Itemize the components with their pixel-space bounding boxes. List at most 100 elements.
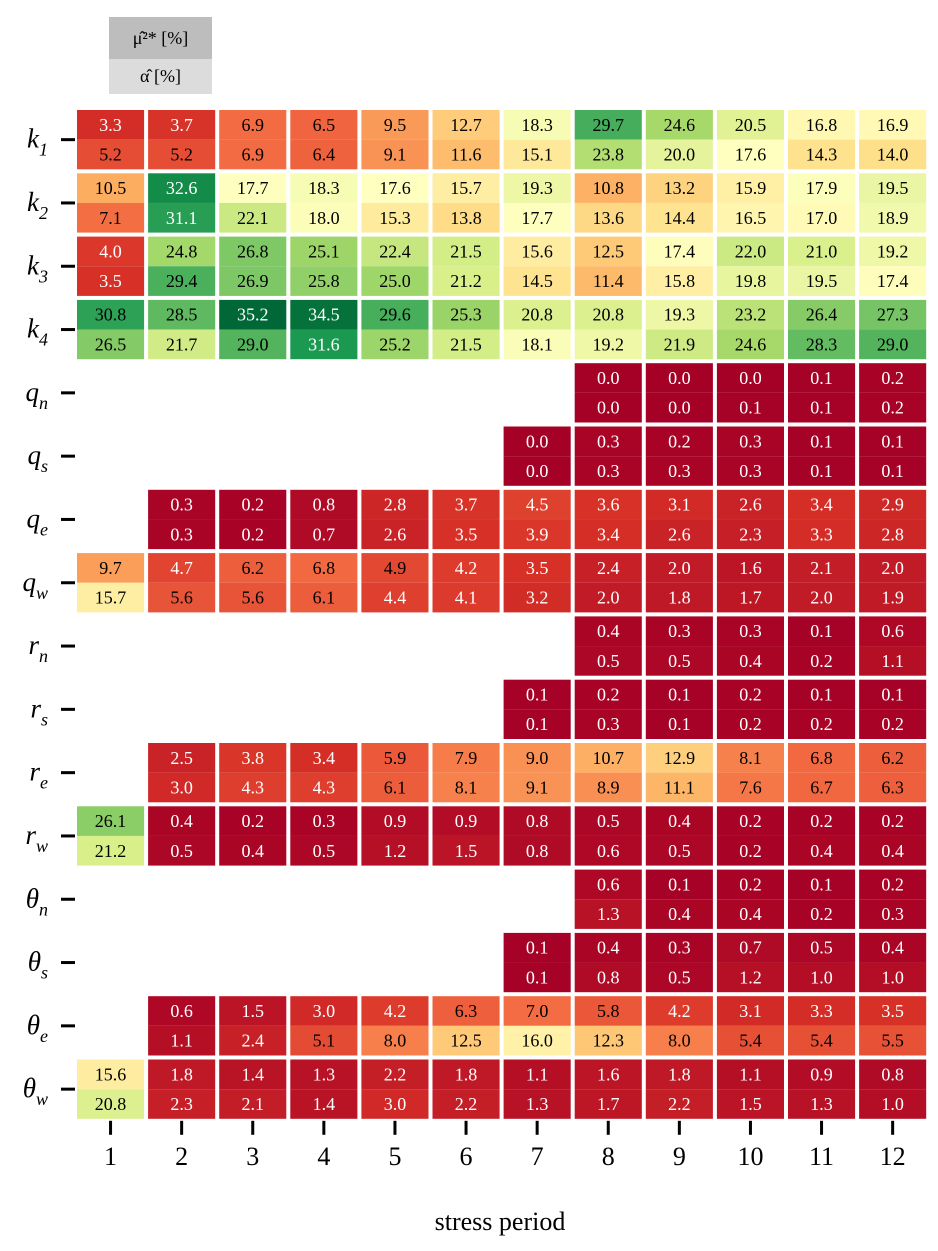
y-tick-label-base-6: q [27,503,41,533]
cell-label-alpha-3-1: 21.7 [166,334,198,354]
cell-label-alpha-7-2: 5.6 [242,588,265,608]
cell-label-mu-15-9: 1.1 [739,1064,762,1084]
cell-label-mu-11-7: 0.5 [597,811,620,831]
cell-label-mu-0-9: 20.5 [735,115,767,135]
cell-mu-15-1 [148,1059,216,1090]
cell-label-mu-12-7: 0.6 [597,874,620,894]
cell-label-mu-1-7: 10.8 [593,178,625,198]
cell-alpha-3-2 [219,329,287,360]
y-tick-label-sub-4: n [39,393,48,413]
heatmap-cells: 3.3 5.2 3.7 5.2 6.9 6.9 6.5 6.4 9.5 9.1 12.7 11.6 18… [77,110,927,1119]
cell-label-mu-7-11: 2.0 [881,558,904,578]
cell-alpha-13-6 [503,962,571,993]
cell-label-alpha-14-2: 2.4 [242,1031,265,1051]
cell-mu-7-7 [574,553,642,583]
cell-label-alpha-14-4: 8.0 [384,1031,407,1051]
cell-mu-13-6 [503,932,571,963]
cell-alpha-4-10 [788,392,856,423]
cell-mu-1-11 [859,173,927,203]
cell-label-alpha-9-8: 0.1 [668,714,691,734]
cell-label-mu-3-11: 27.3 [877,305,909,325]
y-tick-label-sub-11: w [36,836,48,856]
y-tick-label-sub-0: 1 [39,140,48,160]
cell-alpha-6-10 [788,519,856,550]
y-tick-label-sub-10: e [40,773,48,793]
cell-mu-2-5 [432,236,500,267]
cell-label-mu-2-3: 25.1 [308,241,340,261]
cell-alpha-0-7 [574,139,642,170]
cell-alpha-1-7 [574,202,642,233]
cell-label-alpha-0-7: 23.8 [593,144,625,164]
cell-alpha-6-6 [503,519,571,550]
cell-alpha-7-3 [290,582,358,613]
cell-mu-7-5 [432,553,500,583]
cell-label-mu-4-7: 0.0 [597,368,620,388]
cell-label-mu-3-10: 26.4 [806,305,838,325]
cell-mu-5-10 [788,426,856,457]
cell-label-mu-11-0: 26.1 [95,811,127,831]
cell-mu-11-10 [788,806,856,836]
cell-mu-7-11 [859,553,927,583]
cell-mu-0-6 [503,110,571,140]
cell-mu-2-8 [645,236,713,267]
cell-mu-6-8 [645,489,713,520]
cell-label-mu-5-11: 0.1 [881,431,904,451]
cell-label-alpha-9-10: 0.2 [810,714,833,734]
cell-label-alpha-0-11: 14.0 [877,144,909,164]
cell-mu-11-7 [574,806,642,836]
cell-mu-8-11 [859,616,927,647]
cell-mu-2-10 [788,236,856,267]
cell-label-alpha-1-8: 14.4 [664,208,696,228]
cell-alpha-0-3 [290,139,358,170]
cell-mu-2-0 [77,236,145,267]
y-tick-label-sub-15: w [36,1089,48,1109]
cell-mu-10-9 [716,743,784,773]
cell-label-mu-15-3: 1.3 [313,1064,336,1084]
cell-mu-0-0 [77,110,145,140]
cell-label-alpha-11-11: 0.4 [881,841,904,861]
cell-label-alpha-10-1: 3.0 [170,777,193,797]
cell-alpha-11-5 [432,835,500,866]
cell-mu-3-7 [574,299,642,330]
cell-label-alpha-15-8: 2.2 [668,1094,691,1114]
cell-mu-4-9 [716,363,784,393]
cell-mu-0-2 [219,110,287,140]
cell-label-mu-11-10: 0.2 [810,811,833,831]
cell-label-mu-6-10: 3.4 [810,495,833,515]
cell-label-mu-3-2: 35.2 [237,305,269,325]
cell-label-mu-2-8: 17.4 [664,241,696,261]
cell-label-alpha-11-7: 0.6 [597,841,620,861]
y-tick-label-4: qn [26,377,49,413]
cell-alpha-12-11 [859,899,927,929]
cell-label-alpha-6-6: 3.9 [526,524,549,544]
cell-alpha-14-9 [716,1025,784,1056]
cell-alpha-1-11 [859,202,927,233]
cell-alpha-6-8 [645,519,713,550]
cell-alpha-13-9 [716,962,784,993]
legend-top-label: μ̂²* [%] [133,28,189,48]
cell-label-alpha-4-11: 0.2 [881,398,904,418]
cell-label-mu-15-4: 2.2 [384,1064,407,1084]
cell-mu-0-10 [788,110,856,140]
cell-label-mu-0-3: 6.5 [313,115,336,135]
cell-mu-1-6 [503,173,571,203]
cell-label-mu-12-9: 0.2 [739,874,762,894]
cell-label-mu-15-11: 0.8 [881,1064,904,1084]
cell-label-mu-13-7: 0.4 [597,938,620,958]
cell-label-mu-11-1: 0.4 [170,811,193,831]
cell-alpha-15-0 [77,1089,145,1119]
cell-mu-14-7 [574,996,642,1026]
cell-alpha-2-0 [77,266,145,296]
cell-label-mu-0-6: 18.3 [521,115,553,135]
cell-mu-4-10 [788,363,856,393]
cell-label-mu-14-6: 7.0 [526,1001,549,1021]
cell-label-alpha-10-11: 6.3 [881,777,904,797]
x-tick-label-5: 6 [460,1142,473,1171]
cell-mu-9-7 [574,679,642,710]
cell-alpha-12-7 [574,899,642,929]
cell-label-mu-10-8: 12.9 [664,748,696,768]
cell-alpha-3-6 [503,329,571,360]
cell-mu-1-5 [432,173,500,203]
cell-mu-5-6 [503,426,571,457]
